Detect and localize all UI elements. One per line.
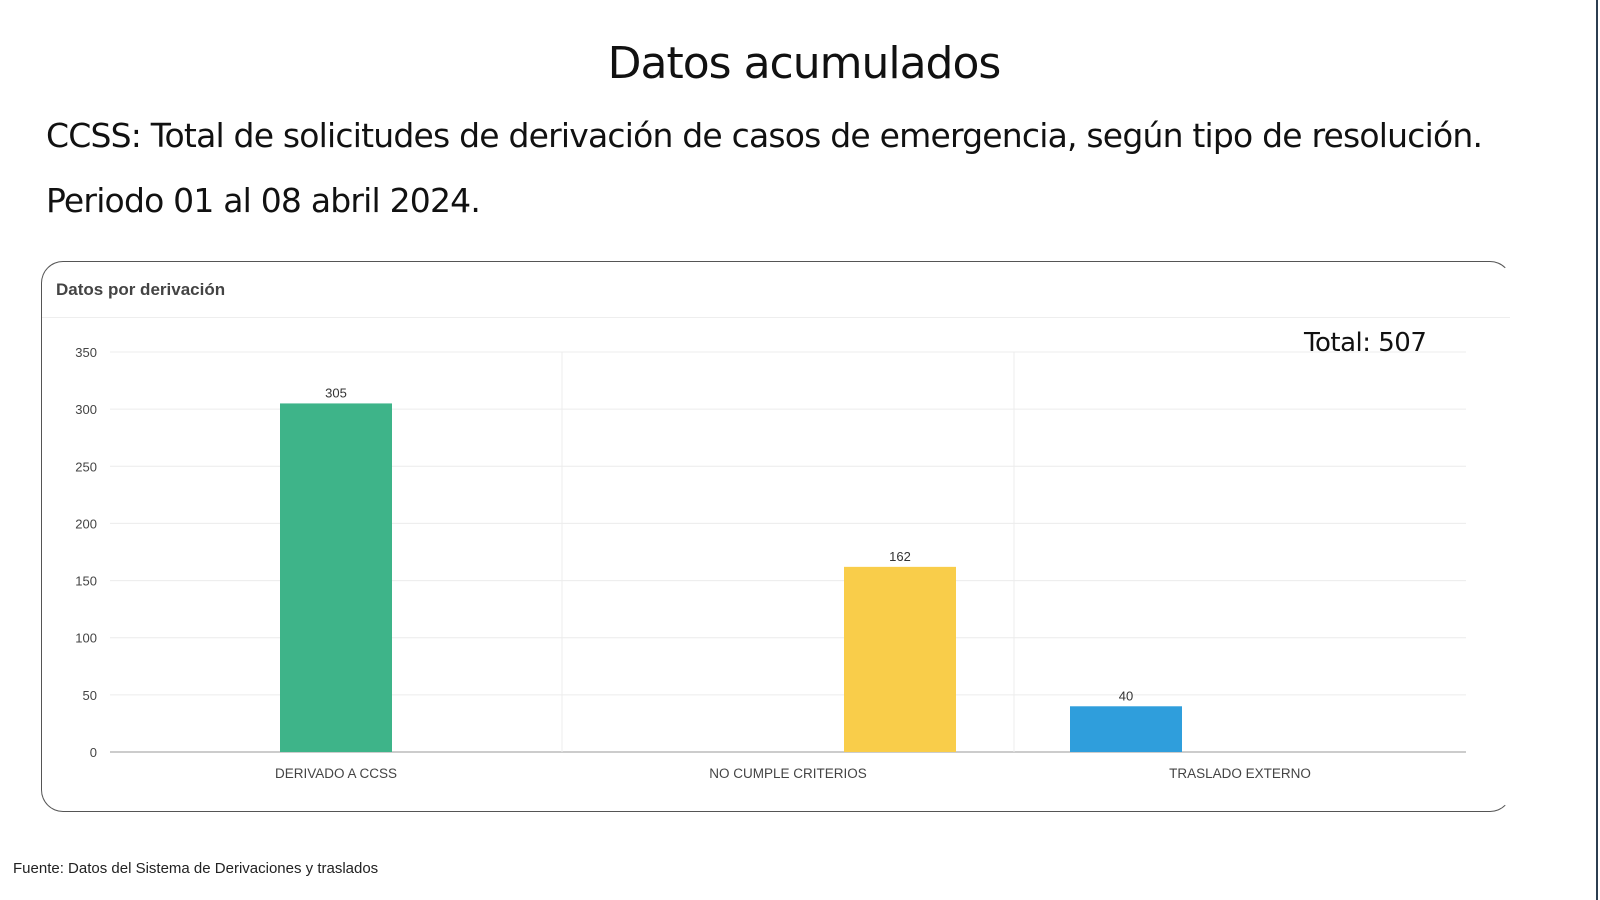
x-tick-label: NO CUMPLE CRITERIOS: [709, 766, 867, 781]
y-tick-label: 100: [75, 631, 97, 646]
data-label: 162: [889, 549, 911, 564]
data-label: 305: [325, 385, 347, 400]
data-label: 40: [1119, 688, 1133, 703]
y-tick-label: 250: [75, 459, 97, 474]
chart-card: [41, 261, 1512, 812]
y-tick-label: 0: [90, 745, 97, 760]
slide-edge: [1596, 0, 1598, 900]
subtitle: CCSS: Total de solicitudes de derivación…: [46, 116, 1483, 155]
total-label: Total: 507: [1304, 328, 1427, 358]
bar: [1070, 706, 1182, 752]
y-tick-label: 200: [75, 516, 97, 531]
y-tick-label: 300: [75, 402, 97, 417]
source-footer: Fuente: Datos del Sistema de Derivacione…: [13, 860, 379, 877]
card-divider: [42, 317, 1510, 318]
y-tick-label: 350: [75, 345, 97, 360]
y-tick-label: 150: [75, 574, 97, 589]
chart-title: Datos por derivación: [56, 280, 226, 299]
page-title: Datos acumulados: [607, 38, 1002, 89]
bar: [844, 566, 956, 752]
y-tick-label: 50: [83, 688, 97, 703]
period: Periodo 01 al 08 abril 2024.: [46, 181, 481, 220]
bar: [280, 403, 392, 752]
x-tick-label: DERIVADO A CCSS: [275, 766, 397, 781]
x-tick-label: TRASLADO EXTERNO: [1169, 766, 1311, 781]
